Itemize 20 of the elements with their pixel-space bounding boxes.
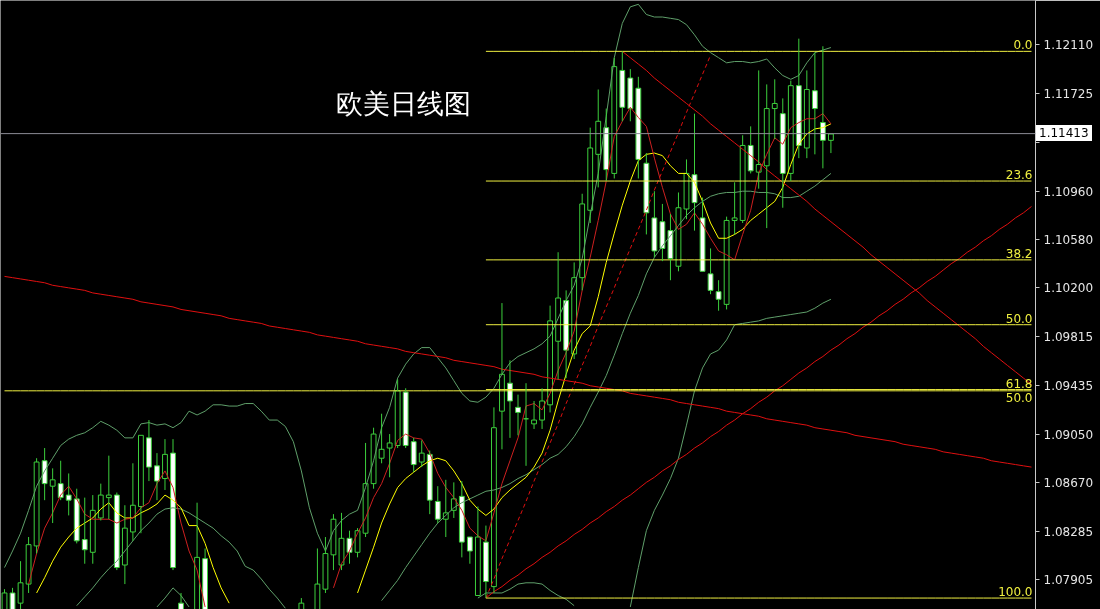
- y-tick-label: 1.09815: [1043, 330, 1094, 345]
- y-tick-label: 1.08670: [1043, 475, 1094, 490]
- series-label: 38.2: [1005, 246, 1033, 261]
- ref-line-label: 1.11413: [1039, 125, 1089, 142]
- series-label: 100.0: [998, 585, 1033, 600]
- series-label: 23.6: [1005, 168, 1033, 183]
- series-label: 61.8: [1005, 376, 1033, 391]
- y-tick-label: 1.12110: [1043, 38, 1094, 53]
- text: 欧美日线图: [335, 88, 471, 119]
- y-tick-label: 1.10580: [1043, 233, 1094, 248]
- series-label: 50.0: [1005, 390, 1033, 405]
- series-label: 50.0: [1005, 311, 1033, 326]
- y-tick-label: 1.10960: [1043, 184, 1094, 199]
- y-tick-label: 1.08285: [1043, 524, 1094, 539]
- y-tick-label: 1.10200: [1043, 281, 1094, 296]
- y-tick-label: 1.11725: [1043, 87, 1094, 102]
- series-label: 0.0: [1013, 38, 1033, 53]
- y-tick-label: 1.07905: [1043, 573, 1094, 588]
- y-tick-label: 1.09435: [1043, 378, 1094, 393]
- y-tick-label: 1.09050: [1043, 427, 1094, 442]
